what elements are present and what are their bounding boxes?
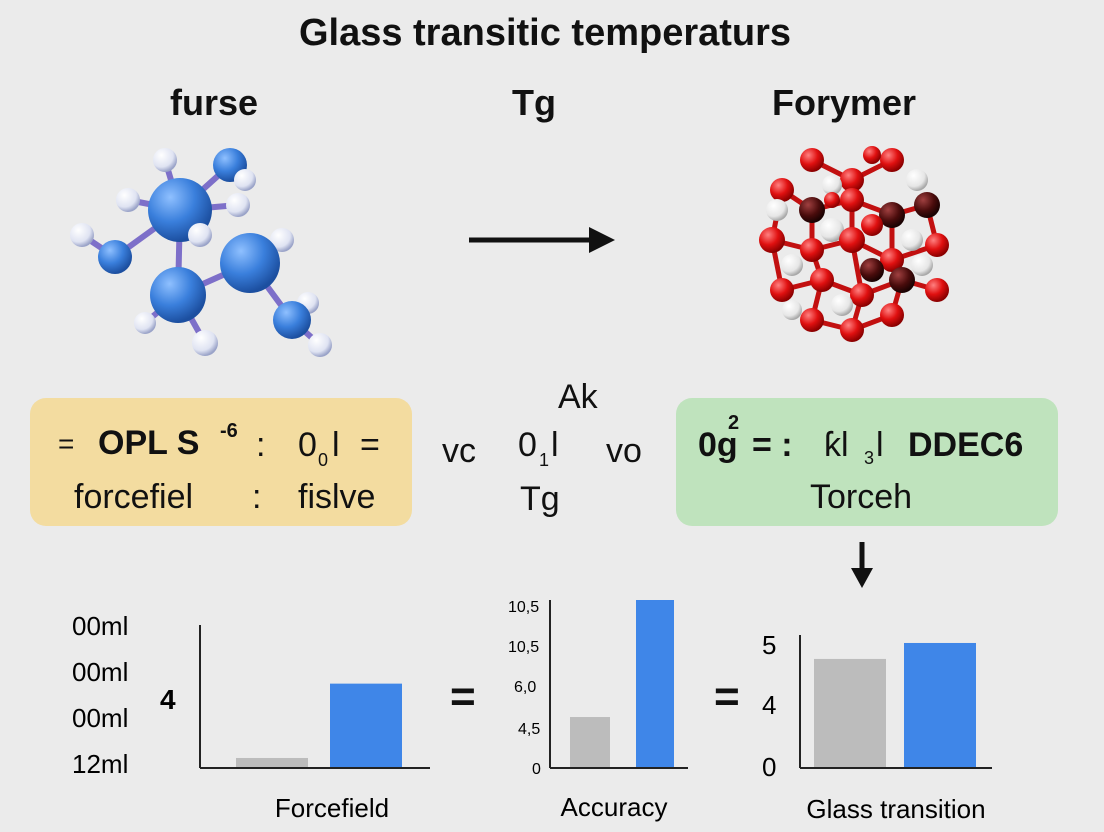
bar — [814, 658, 886, 768]
bar — [636, 600, 674, 768]
middle-text: l — [551, 426, 559, 464]
x-axis-label: Glass transition — [806, 794, 985, 824]
molecule-illustration — [70, 148, 332, 357]
charge-model-box: 0g 2 = : ƙl 3 l DDEC6 Torceh — [676, 398, 1058, 526]
box-text: ƙl — [824, 426, 849, 464]
box-text: = : — [752, 426, 793, 464]
equals-sign: = — [450, 672, 476, 721]
polymer-illustration — [759, 146, 949, 342]
y-tick-label: 5 — [762, 630, 776, 660]
box-text: l — [876, 426, 884, 464]
arrow-down-icon — [851, 542, 873, 588]
middle-text: vc — [442, 432, 476, 470]
y-tick-label: 10,5 — [508, 639, 539, 656]
middle-text: vo — [606, 432, 642, 470]
box-text: : — [256, 426, 266, 464]
chart-forcefield: 00ml 00ml 00ml 12ml 4 Forcefield — [72, 611, 430, 823]
x-axis-label: Forcefield — [275, 793, 389, 823]
y-tick-label: 4,5 — [518, 721, 540, 738]
box-text: DDEC6 — [908, 426, 1024, 464]
box-text: 0 — [298, 426, 317, 464]
y-tick-label: 4 — [762, 690, 776, 720]
equals-sign: = — [714, 672, 740, 721]
x-axis-label: Accuracy — [561, 792, 668, 822]
box-text: OPL S — [98, 424, 200, 462]
side-label: 4 — [160, 684, 176, 715]
box-text: l — [332, 426, 340, 464]
y-tick-label: 12ml — [72, 749, 128, 779]
box-text: 0g — [698, 426, 738, 464]
box-text: 0 — [318, 450, 329, 470]
header-left: furse — [170, 82, 259, 123]
box-text: -6 — [220, 420, 238, 442]
box-text: : — [252, 478, 262, 516]
bar — [330, 683, 402, 768]
arrow-right-icon — [469, 227, 615, 253]
y-tick-label: 6,0 — [514, 679, 536, 696]
y-tick-label: 10,5 — [508, 599, 539, 616]
header-right: Forymer — [772, 82, 917, 123]
middle-text: 1 — [539, 450, 550, 470]
forcefield-box: = OPL S -6 : 0 0 l = forcefiel : fislve — [30, 398, 412, 526]
y-tick-label: 0 — [762, 752, 776, 782]
middle-text: Tg — [520, 480, 560, 518]
box-text: = — [360, 426, 380, 464]
box-text: 3 — [864, 448, 875, 468]
y-tick-label: 00ml — [72, 657, 128, 687]
bar — [570, 717, 610, 768]
box-text: Torceh — [810, 478, 913, 516]
y-tick-label: 0 — [532, 761, 541, 778]
box-text: forcefiel — [74, 478, 194, 516]
box-text: = — [58, 428, 75, 459]
chart-accuracy: 10,5 10,5 6,0 4,5 0 Accuracy — [508, 599, 688, 822]
box-text: 2 — [728, 412, 740, 434]
middle-text: Ak — [558, 378, 598, 416]
box-text: fislve — [298, 478, 376, 516]
middle-text: 0 — [518, 426, 537, 464]
bar — [236, 757, 308, 768]
y-tick-label: 00ml — [72, 703, 128, 733]
bar — [904, 642, 976, 768]
page-title: Glass transitic temperaturs — [298, 12, 792, 54]
header-middle: Tg — [512, 82, 556, 123]
y-tick-label: 00ml — [72, 611, 128, 641]
chart-glass-transition: 5 4 0 Glass transition — [762, 630, 992, 824]
